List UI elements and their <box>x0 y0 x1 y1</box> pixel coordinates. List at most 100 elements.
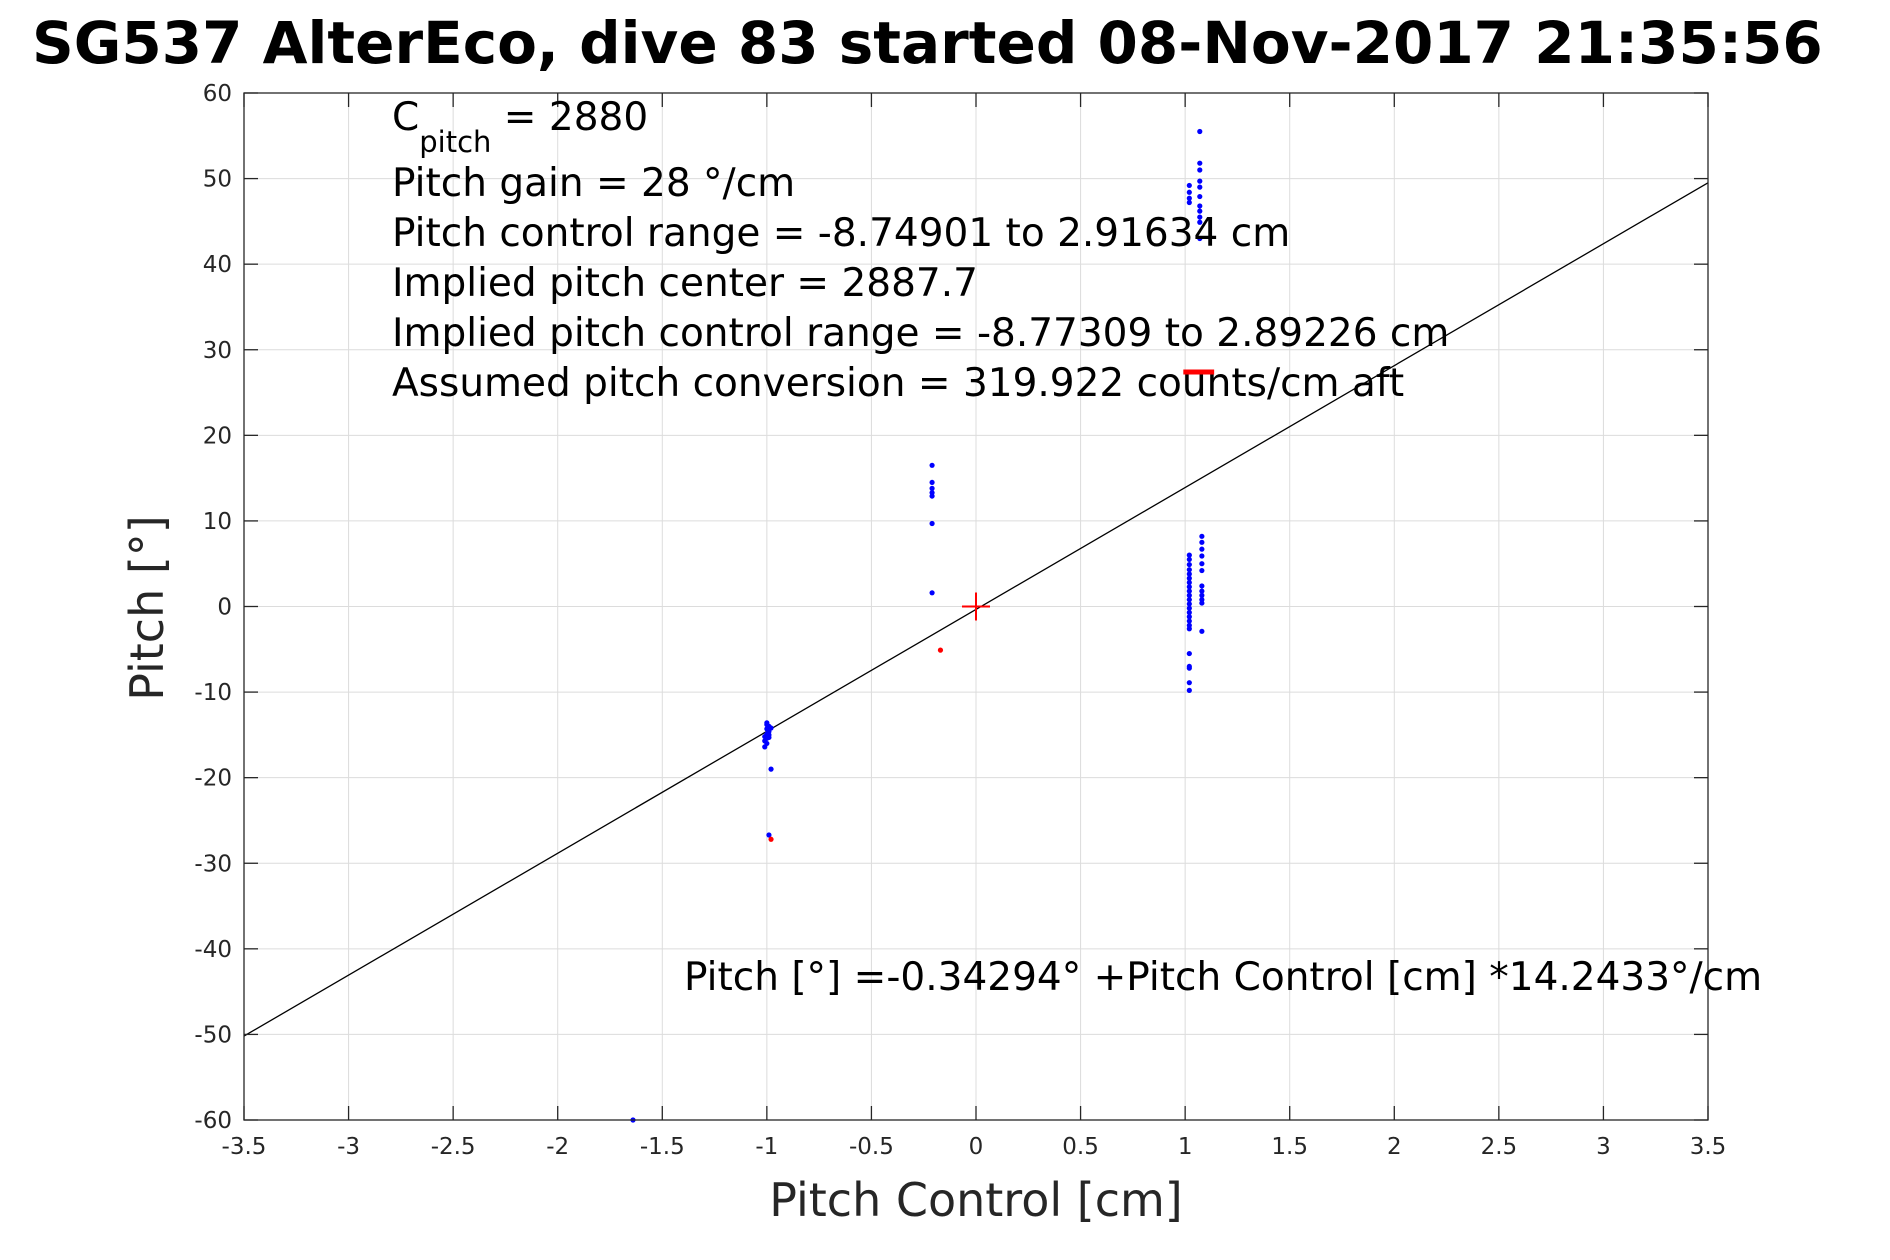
y-tick-label: 10 <box>203 509 232 535</box>
y-tick-label: 60 <box>203 81 232 107</box>
data-point-0 <box>1186 626 1192 632</box>
data-point-0 <box>1186 571 1192 577</box>
data-point-0 <box>1186 609 1192 616</box>
x-tick-label: -3 <box>337 1134 360 1160</box>
y-tick-label: -40 <box>194 937 232 963</box>
data-point-0 <box>1186 665 1192 671</box>
chart-title: SG537 AlterEco, dive 83 started 08-Nov-2… <box>32 9 1823 77</box>
conversion-label: Assumed pitch conversion = 319.922 count… <box>392 361 1404 406</box>
y-tick-label: -60 <box>194 1108 232 1134</box>
data-point-0 <box>1197 219 1203 225</box>
control-range-label: Pitch control range = -8.74901 to 2.9163… <box>392 211 1290 256</box>
data-point-0 <box>1186 567 1192 573</box>
data-point-0 <box>1186 597 1192 603</box>
x-tick-label: 0 <box>969 1134 984 1160</box>
data-point-0 <box>1186 182 1192 189</box>
data-point-2 <box>1195 369 1208 375</box>
x-tick-label: 1.5 <box>1271 1134 1308 1160</box>
data-point-0 <box>929 479 935 486</box>
data-point-0 <box>1186 556 1192 563</box>
data-point-0 <box>1197 128 1203 135</box>
data-point-0 <box>1186 605 1192 611</box>
data-point-2 <box>1183 369 1196 375</box>
data-point-0 <box>1186 618 1192 624</box>
y-tick-label: -30 <box>194 851 232 877</box>
x-tick-label: -0.5 <box>849 1134 894 1160</box>
data-point-0 <box>1197 235 1203 242</box>
data-point-0 <box>764 720 770 726</box>
data-point-1 <box>937 647 944 653</box>
y-tick-label: 30 <box>203 338 232 364</box>
data-point-0 <box>768 766 774 772</box>
data-point-0 <box>1199 539 1205 545</box>
fit-equation-label: Pitch [°] =-0.34294° +Pitch Control [cm]… <box>684 955 1762 1000</box>
data-point-0 <box>1186 680 1192 686</box>
data-point-0 <box>1186 584 1192 590</box>
data-point-0 <box>1197 160 1203 166</box>
data-point-0 <box>1199 567 1205 574</box>
data-point-0 <box>1197 184 1203 190</box>
data-point-0 <box>1186 588 1192 594</box>
data-point-0 <box>1186 561 1192 568</box>
data-point-0 <box>1186 189 1192 195</box>
y-tick-label: -50 <box>194 1022 232 1048</box>
x-axis-title: Pitch Control [cm] <box>769 1173 1183 1227</box>
x-tick-label: -2 <box>546 1134 569 1160</box>
data-point-0 <box>1199 553 1205 559</box>
data-points <box>630 128 1215 1123</box>
x-tick-label: 2.5 <box>1481 1134 1518 1160</box>
x-tick-label: -3.5 <box>222 1134 267 1160</box>
y-tick-label: 0 <box>217 595 232 621</box>
data-point-0 <box>929 590 935 596</box>
y-axis-title: Pitch [°] <box>120 515 174 701</box>
c-pitch-label: Cpitch = 2880 <box>392 95 648 159</box>
implied-center-label: Implied pitch center = 2887.7 <box>392 261 978 306</box>
data-point-0 <box>1199 592 1205 598</box>
x-tick-label: 2 <box>1387 1134 1402 1160</box>
x-tick-label: -1 <box>755 1134 778 1160</box>
data-point-0 <box>1186 199 1192 206</box>
data-point-0 <box>1197 214 1203 220</box>
data-point-0 <box>929 493 935 499</box>
y-tick-label: 50 <box>203 167 232 193</box>
data-point-0 <box>1199 600 1205 606</box>
data-point-0 <box>1186 601 1192 607</box>
data-point-0 <box>1199 583 1205 589</box>
data-point-0 <box>929 520 935 527</box>
tick-marks <box>243 92 1709 1121</box>
y-tick-label: -10 <box>194 680 232 706</box>
y-tick-label: 20 <box>203 423 232 449</box>
data-point-0 <box>1197 208 1203 214</box>
x-tick-labels: -3.5 -3 -2.5 -2 -1.5 -1 -0.5 0 0.5 1 1.5 2 2.5 3 3.5 <box>222 1134 1727 1160</box>
data-point-0 <box>1197 193 1203 200</box>
x-tick-label: 3.5 <box>1690 1134 1727 1160</box>
data-point-0 <box>1186 614 1192 620</box>
data-point-0 <box>1186 195 1192 201</box>
data-point-0 <box>1197 167 1203 173</box>
data-point-0 <box>1197 178 1203 184</box>
data-point-0 <box>768 725 774 731</box>
data-point-0 <box>1199 533 1205 539</box>
data-point-0 <box>766 734 772 741</box>
y-tick-labels: -60 -50 -40 -30 -20 -10 0 10 20 30 40 50 60 <box>194 81 232 1134</box>
y-tick-label: -20 <box>194 766 232 792</box>
data-point-0 <box>1199 588 1205 594</box>
data-point-0 <box>766 832 772 838</box>
annotations: Cpitch = 2880 Pitch gain = 28 °/cm Pitch… <box>392 95 1762 1000</box>
data-point-0 <box>1199 546 1205 552</box>
data-point-0 <box>1199 628 1205 634</box>
data-point-0 <box>762 744 768 750</box>
data-point-0 <box>1186 650 1192 657</box>
data-point-0 <box>1199 561 1205 567</box>
data-point-0 <box>1186 687 1192 693</box>
implied-range-label: Implied pitch control range = -8.77309 t… <box>392 311 1449 356</box>
x-tick-label: 0.5 <box>1062 1134 1099 1160</box>
data-point-1 <box>768 836 774 842</box>
data-point-0 <box>1197 203 1203 209</box>
data-point-0 <box>929 485 935 491</box>
data-point-2 <box>1202 369 1215 375</box>
data-point-0 <box>1186 579 1192 586</box>
data-point-0 <box>929 462 935 468</box>
x-tick-label: -1.5 <box>640 1134 685 1160</box>
